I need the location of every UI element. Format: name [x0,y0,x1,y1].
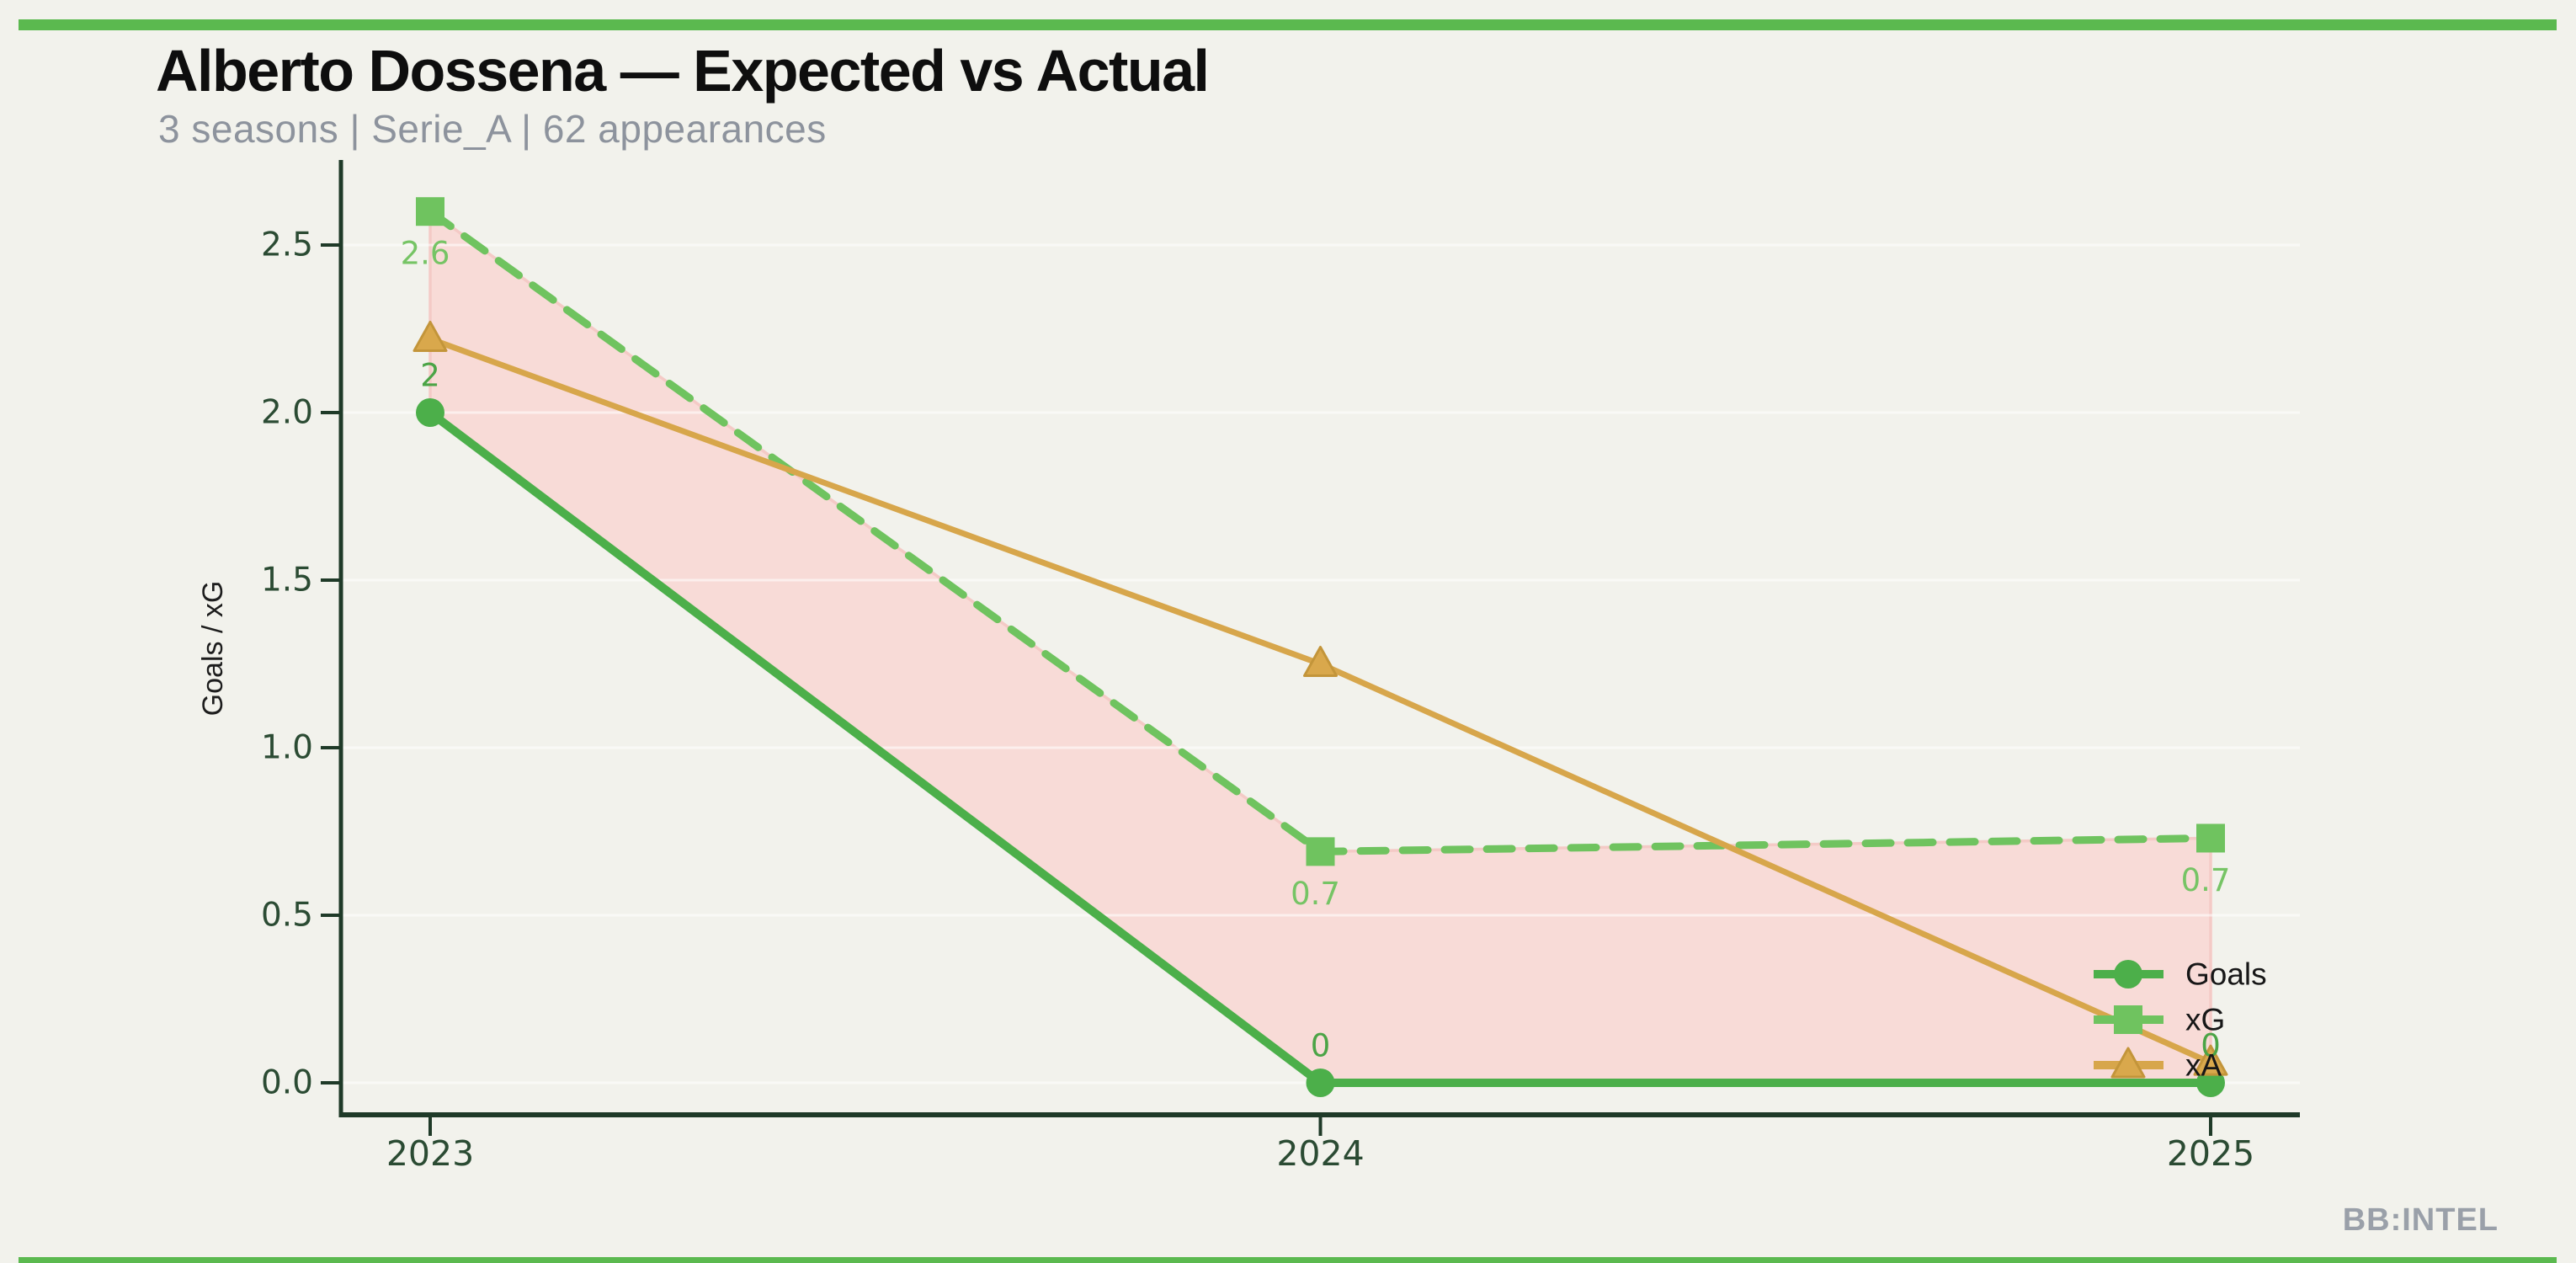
top-accent-bar [19,19,2557,30]
xa-marker [2193,1044,2228,1076]
chart-title: Alberto Dossena — Expected vs Actual [156,38,1210,104]
x-tick-label: 2023 [386,1133,474,1174]
bottom-accent-bar [19,1257,2557,1263]
legend-label-xa: xA [2185,1048,2222,1083]
y-tick-label: 0.0 [261,1064,313,1102]
xg-data-label: 2.6 [401,236,450,272]
y-tick-label: 1.5 [261,562,313,600]
x-tick-label: 2024 [1276,1133,1364,1174]
xa-marker [1303,646,1338,677]
xg-data-label: 0.7 [2181,862,2231,898]
xg-marker [1306,837,1335,866]
chart-subtitle: 3 seasons | Serie_A | 62 appearances [158,107,827,151]
legend-label-xg: xG [2185,1003,2225,1037]
legend-label-goals: Goals [2185,957,2267,992]
legend-xg-marker [2114,1005,2142,1034]
y-tick-label: 2.0 [261,394,313,432]
y-tick-label: 2.5 [261,226,313,264]
goals-data-label: 2 [420,358,440,394]
goals-marker [1306,1068,1335,1097]
x-tick-label: 2025 [2167,1133,2254,1174]
goals-data-label: 0 [1311,1028,1331,1064]
xa-marker [412,320,448,352]
watermark: BB:INTEL [2342,1202,2499,1238]
goals-marker [416,398,444,427]
y-tick-label: 0.5 [261,897,313,935]
legend-xa-marker [2110,1047,2146,1079]
xg-marker [416,197,444,226]
y-tick-label: 1.0 [261,729,313,767]
y-axis-title: Goals / xG [197,581,229,717]
xg-marker [2196,823,2225,853]
xg-data-label: 0.7 [1291,876,1340,912]
goals-data-label: 0 [2201,1028,2221,1064]
legend-goals-marker [2114,960,2142,989]
